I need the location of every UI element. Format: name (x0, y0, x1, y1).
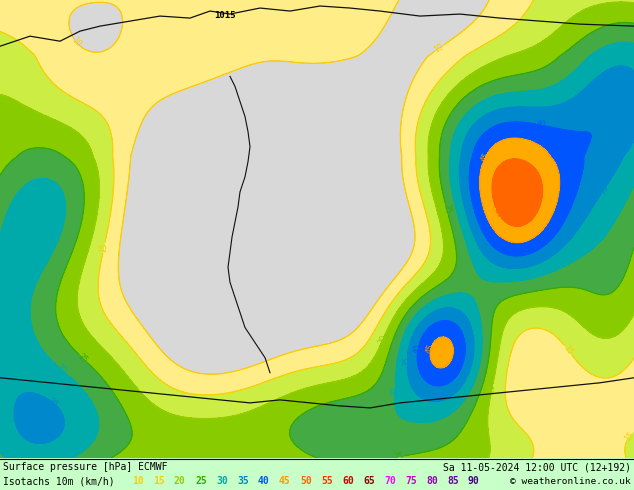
Text: 45: 45 (279, 476, 291, 486)
Text: 30: 30 (55, 363, 68, 376)
Text: Isotachs 10m (km/h): Isotachs 10m (km/h) (3, 476, 115, 486)
Text: 35: 35 (46, 396, 60, 409)
Text: 45: 45 (479, 151, 492, 164)
Text: 30: 30 (216, 476, 228, 486)
Text: 35: 35 (597, 183, 610, 196)
Text: 65: 65 (363, 476, 375, 486)
Text: 25: 25 (441, 203, 452, 215)
Text: 80: 80 (426, 476, 437, 486)
Text: Surface pressure [hPa] ECMWF: Surface pressure [hPa] ECMWF (3, 462, 167, 472)
Text: 30: 30 (458, 230, 470, 242)
Text: 35: 35 (237, 476, 249, 486)
Text: 90: 90 (468, 476, 480, 486)
Text: 50: 50 (300, 476, 312, 486)
Text: 35: 35 (403, 356, 411, 366)
Text: 10: 10 (70, 36, 83, 49)
Text: 85: 85 (447, 476, 459, 486)
Text: 40: 40 (535, 120, 547, 130)
Text: 40: 40 (413, 343, 424, 355)
Text: 45: 45 (425, 343, 436, 355)
Text: 25: 25 (77, 352, 89, 365)
Text: Sa 11-05-2024 12:00 UTC (12+192): Sa 11-05-2024 12:00 UTC (12+192) (443, 462, 631, 472)
Text: 75: 75 (405, 476, 417, 486)
Text: 55: 55 (321, 476, 333, 486)
Text: 20: 20 (174, 476, 186, 486)
Text: 15: 15 (98, 242, 110, 253)
Text: 15: 15 (153, 476, 165, 486)
Text: 15: 15 (623, 430, 634, 443)
Text: 70: 70 (384, 476, 396, 486)
Text: 10: 10 (432, 42, 446, 55)
Text: 30: 30 (391, 386, 399, 396)
Text: © weatheronline.co.uk: © weatheronline.co.uk (510, 477, 631, 486)
Text: 50: 50 (492, 206, 505, 220)
Text: 60: 60 (342, 476, 354, 486)
Text: 1015: 1015 (214, 11, 235, 20)
Text: 25: 25 (195, 476, 207, 486)
Text: 40: 40 (258, 476, 269, 486)
Text: 25: 25 (393, 452, 404, 462)
Text: 20: 20 (486, 383, 497, 394)
Text: 10: 10 (132, 476, 144, 486)
Text: 20: 20 (377, 333, 389, 345)
Text: 15: 15 (562, 343, 575, 357)
